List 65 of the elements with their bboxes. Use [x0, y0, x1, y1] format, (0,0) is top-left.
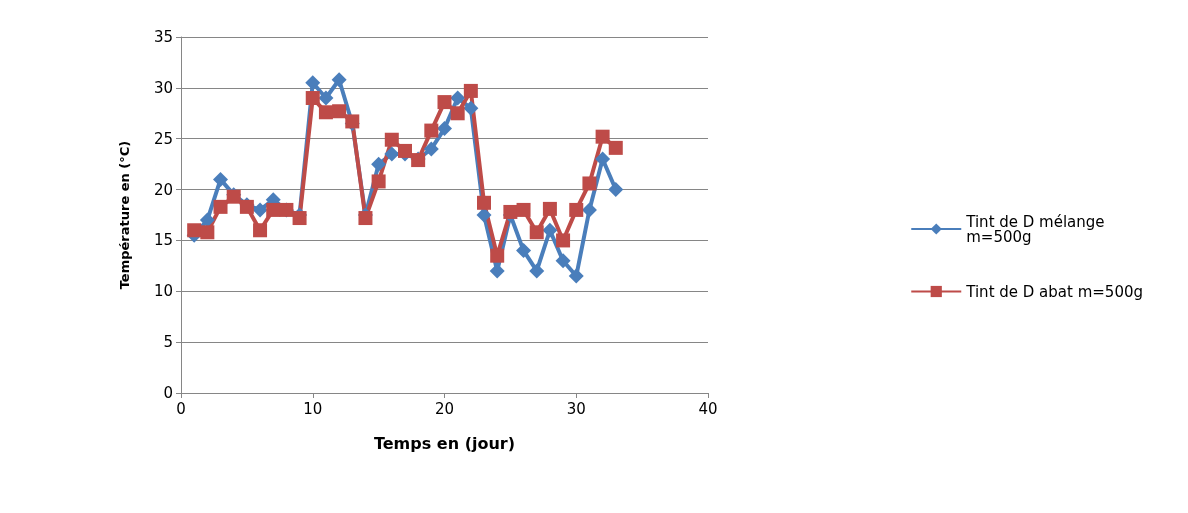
point — [253, 223, 268, 238]
point — [424, 123, 439, 138]
point — [463, 100, 479, 116]
point — [542, 201, 557, 216]
point — [568, 268, 584, 284]
point — [608, 182, 624, 198]
x-tick-label: 40 — [698, 399, 718, 418]
point — [252, 202, 268, 218]
y-tick-label: 25 — [153, 129, 173, 148]
point — [371, 174, 386, 189]
point — [569, 202, 584, 217]
point — [463, 83, 478, 98]
x-tick-label: 10 — [303, 399, 323, 418]
x-tick-label: 0 — [176, 399, 186, 418]
y-tick-label: 0 — [163, 384, 173, 402]
point — [384, 132, 399, 147]
point — [490, 248, 505, 263]
point — [608, 140, 623, 155]
point — [595, 151, 611, 167]
point — [318, 90, 334, 106]
point — [437, 95, 452, 110]
point — [437, 121, 452, 137]
point — [595, 129, 610, 144]
point — [582, 176, 597, 191]
point — [542, 222, 558, 238]
point — [371, 156, 387, 172]
point — [331, 72, 347, 88]
y-tick-label: 15 — [153, 231, 173, 250]
point — [450, 106, 465, 121]
point — [305, 91, 320, 106]
point — [213, 199, 228, 214]
point — [529, 225, 544, 240]
point — [516, 202, 531, 217]
point — [556, 233, 571, 248]
point — [318, 105, 333, 120]
x-tick-label: 20 — [434, 399, 455, 418]
point — [213, 171, 229, 187]
legend-label: Tint de D mélange m=500g — [965, 212, 1110, 246]
point — [266, 202, 281, 217]
y-tick-label: 20 — [153, 180, 173, 199]
legend-label: Tint de D abat m=500g — [965, 282, 1143, 301]
point — [199, 212, 215, 228]
point — [516, 243, 532, 259]
point — [332, 104, 347, 119]
point — [450, 90, 466, 106]
y-tick-label: 35 — [153, 28, 173, 46]
point — [384, 146, 400, 162]
point — [529, 263, 545, 279]
point — [581, 202, 597, 218]
point — [477, 195, 492, 210]
y-tick-label: 5 — [163, 333, 173, 352]
point — [305, 75, 321, 91]
point — [476, 207, 492, 223]
y-axis-title: Température en (°C) — [117, 140, 132, 290]
point — [555, 253, 571, 269]
y-tick-label: 30 — [153, 78, 173, 97]
point — [292, 211, 307, 226]
x-axis-title: Temps en (jour) — [373, 433, 516, 453]
point — [397, 143, 412, 158]
x-tick-label: 30 — [566, 399, 586, 418]
point — [200, 225, 215, 240]
point — [423, 141, 439, 157]
y-tick-label: 10 — [153, 282, 173, 301]
point — [187, 223, 202, 238]
point — [358, 211, 373, 226]
